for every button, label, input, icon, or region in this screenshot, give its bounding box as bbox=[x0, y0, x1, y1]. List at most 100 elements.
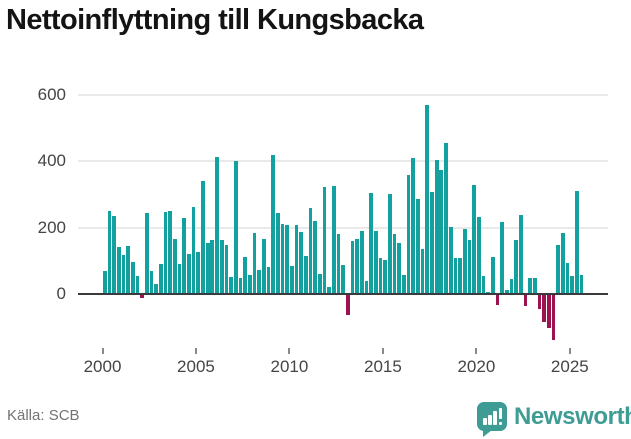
bar-positive bbox=[467, 240, 472, 294]
bar-negative bbox=[546, 294, 551, 328]
bar-negative bbox=[346, 294, 350, 315]
bar-positive bbox=[159, 263, 163, 294]
bar-positive bbox=[364, 280, 369, 294]
bar-positive bbox=[308, 208, 313, 294]
bar-positive bbox=[500, 221, 504, 294]
bar-positive bbox=[411, 157, 416, 294]
bar-positive bbox=[453, 258, 458, 294]
bar-positive bbox=[350, 241, 355, 294]
newsworthy-logo-badge bbox=[477, 402, 507, 431]
bar-negative bbox=[537, 294, 542, 309]
bar-positive bbox=[430, 191, 434, 294]
bar-positive bbox=[294, 224, 299, 294]
bar-positive bbox=[257, 269, 261, 294]
bar-positive bbox=[509, 279, 514, 294]
bar-negative bbox=[551, 294, 556, 340]
bar-positive bbox=[481, 275, 486, 294]
bar-positive bbox=[575, 191, 579, 294]
bar-positive bbox=[504, 290, 509, 294]
bar-positive bbox=[177, 264, 182, 294]
bar-positive bbox=[341, 264, 346, 294]
bar-positive bbox=[570, 275, 575, 294]
bar-positive bbox=[317, 274, 322, 294]
bar-positive bbox=[528, 278, 532, 294]
bar-positive bbox=[229, 277, 233, 294]
x-axis-tick bbox=[381, 348, 384, 354]
bar-positive bbox=[252, 233, 257, 294]
bar-positive bbox=[131, 262, 135, 294]
bar-positive bbox=[402, 274, 406, 294]
bar-positive bbox=[458, 258, 462, 294]
bar-positive bbox=[261, 239, 266, 294]
bar-positive bbox=[299, 231, 303, 294]
newsworthy-wordmark: Newsworthy bbox=[514, 403, 631, 430]
y-axis-tick-label: 200 bbox=[37, 217, 66, 237]
bar-positive bbox=[224, 245, 229, 294]
bar-positive bbox=[313, 220, 317, 294]
bar-positive bbox=[243, 257, 247, 294]
x-axis-tick-label: 2010 bbox=[270, 357, 309, 376]
bar-positive bbox=[303, 256, 308, 294]
bar-positive bbox=[168, 211, 173, 294]
bar-chart-icon bbox=[493, 411, 497, 425]
bar-positive bbox=[285, 224, 289, 294]
bar-positive bbox=[490, 257, 495, 294]
bar-positive bbox=[425, 105, 430, 294]
bar-positive bbox=[154, 284, 159, 294]
bar-positive bbox=[532, 278, 537, 294]
bar-positive bbox=[397, 243, 402, 294]
zero-axis-line bbox=[78, 292, 608, 296]
bar-positive bbox=[247, 275, 252, 294]
exclamation-icon bbox=[498, 408, 503, 419]
bar-positive bbox=[332, 185, 336, 294]
chart-title: Nettoinflyttning till Kungsbacka bbox=[6, 4, 424, 36]
gridline bbox=[78, 226, 608, 229]
bar-positive bbox=[135, 276, 140, 294]
y-axis-tick-label: 600 bbox=[37, 84, 66, 104]
bar-positive bbox=[238, 278, 243, 294]
bar-positive bbox=[182, 217, 187, 294]
x-axis-tick bbox=[288, 348, 291, 354]
bar-positive bbox=[233, 160, 238, 294]
bar-positive bbox=[289, 266, 294, 294]
bar-positive bbox=[196, 252, 201, 294]
newsworthy-logo: Newsworthy bbox=[477, 401, 631, 437]
bar-positive bbox=[383, 260, 388, 294]
x-axis-tick-label: 2020 bbox=[457, 357, 496, 376]
bar-positive bbox=[472, 185, 476, 294]
bar-positive bbox=[434, 160, 439, 294]
bar-positive bbox=[271, 155, 275, 294]
bar-chart-icon bbox=[483, 418, 487, 425]
bar-negative bbox=[542, 294, 546, 322]
bar-positive bbox=[103, 271, 107, 294]
bar-positive bbox=[579, 275, 584, 294]
bar-positive bbox=[462, 228, 467, 294]
bar-positive bbox=[266, 266, 271, 294]
bar-positive bbox=[444, 143, 448, 294]
bar-positive bbox=[336, 234, 341, 294]
bar-positive bbox=[112, 216, 117, 294]
x-axis-tick bbox=[475, 348, 478, 354]
gridline bbox=[78, 160, 608, 162]
x-axis-tick-label: 2025 bbox=[550, 357, 589, 376]
bar-positive bbox=[327, 287, 332, 294]
bar-positive bbox=[149, 271, 154, 294]
bar-positive bbox=[392, 234, 397, 294]
bar-positive bbox=[201, 180, 205, 294]
bar-positive bbox=[322, 187, 327, 294]
bar-positive bbox=[388, 193, 392, 294]
bar-positive bbox=[561, 232, 565, 294]
bar-positive bbox=[514, 240, 518, 294]
bar-positive bbox=[107, 210, 112, 294]
bar-positive bbox=[374, 231, 378, 294]
bar-chart-icon bbox=[488, 415, 492, 425]
x-axis-tick bbox=[101, 348, 104, 354]
bar-positive bbox=[439, 169, 444, 294]
bar-positive bbox=[275, 212, 280, 294]
bar-negative bbox=[523, 294, 528, 307]
source-caption: Källa: SCB bbox=[7, 407, 80, 424]
bar-positive bbox=[219, 240, 224, 294]
bar-positive bbox=[126, 245, 131, 294]
y-axis-tick-label: 0 bbox=[56, 284, 66, 303]
